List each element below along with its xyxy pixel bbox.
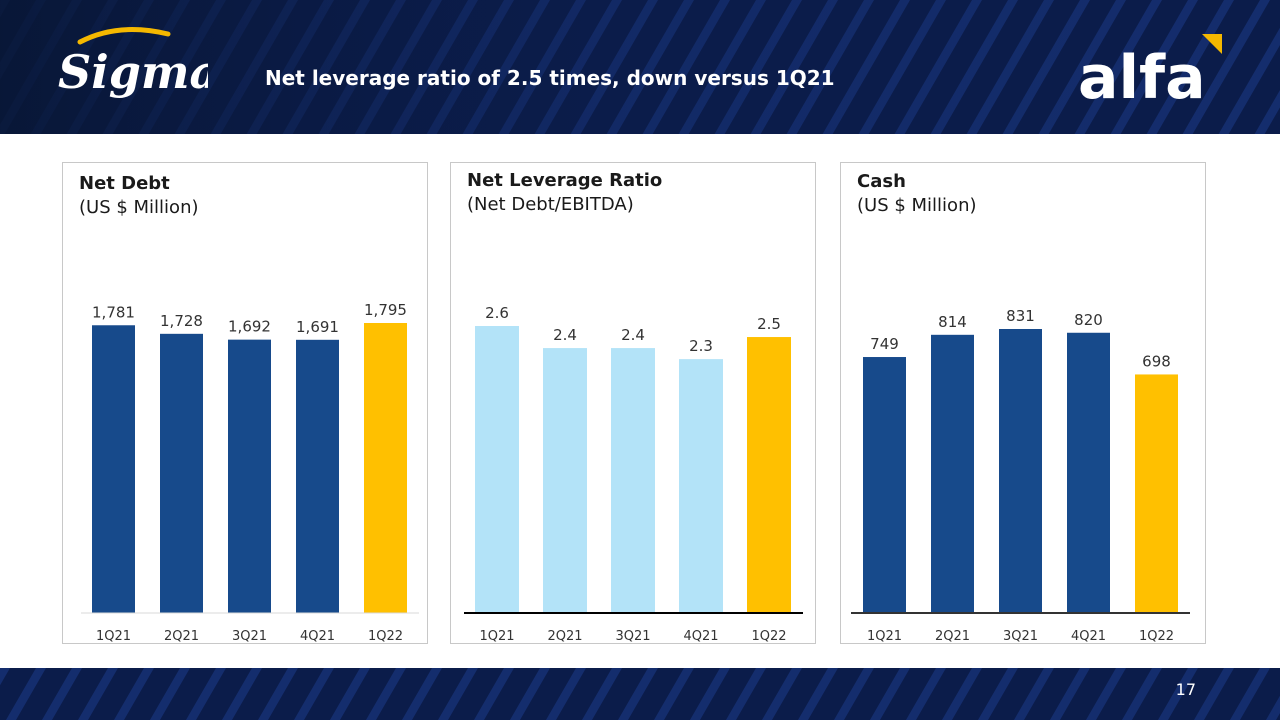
cash-panel: Cash (US $ Million) 749 1Q21 814 2Q21 831 3Q2… — [840, 162, 1206, 644]
cash-data-label-2q21: 814 — [938, 313, 967, 331]
net-leverage-data-label-1q22: 2.5 — [757, 315, 781, 333]
cash-data-label-1q22: 698 — [1142, 352, 1171, 370]
header-banner: Sigma Net leverage ratio of 2.5 times, d… — [0, 0, 1280, 134]
cash-bar-3q21 — [999, 329, 1042, 613]
cash-chart: 749 1Q21 814 2Q21 831 3Q21 820 4Q21 698 1Q22 — [851, 307, 1190, 644]
net-debt-bar-3q21 — [228, 339, 271, 613]
net-leverage-data-label-3q21: 2.4 — [621, 326, 645, 344]
sigma-logo: Sigma — [58, 27, 208, 99]
net-debt-data-label-1q22: 1,795 — [364, 301, 407, 319]
net-leverage-data-label-1q21: 2.6 — [485, 304, 509, 322]
net-leverage-data-label-2q21: 2.4 — [553, 326, 577, 344]
cash-title: Cash — [857, 171, 906, 192]
net-debt-chart: 1,781 1Q21 1,728 2Q21 1,692 3Q21 1,691 4Q21 1,79… — [81, 301, 419, 644]
net-leverage-panel: Net Leverage Ratio (Net Debt/EBITDA) 2.6… — [450, 162, 816, 644]
net-debt-bar-1q21 — [92, 325, 135, 613]
cash-bar-1q21 — [863, 357, 906, 613]
net-leverage-tick-label-2q21: 2Q21 — [547, 629, 582, 644]
cash-subtitle: (US $ Million) — [857, 195, 977, 216]
cash-tick-label-4q21: 4Q21 — [1071, 629, 1106, 644]
cash-tick-label-1q22: 1Q22 — [1139, 629, 1174, 644]
net-debt-bar-2q21 — [160, 333, 203, 613]
page-title: Net leverage ratio of 2.5 times, down ve… — [265, 66, 835, 90]
net-debt-data-label-4q21: 1,691 — [296, 318, 339, 336]
cash-bar-2q21 — [931, 334, 974, 613]
svg-text:Sigma: Sigma — [58, 45, 208, 99]
net-leverage-tick-label-1q22: 1Q22 — [751, 629, 786, 644]
net-debt-tick-label-2q21: 2Q21 — [164, 629, 199, 644]
cash-bar-4q21 — [1067, 332, 1110, 613]
net-debt-tick-label-3q21: 3Q21 — [232, 629, 267, 644]
cash-bar-1q22 — [1135, 374, 1178, 613]
cash-data-label-4q21: 820 — [1074, 311, 1103, 329]
net-leverage-chart: 2.6 1Q21 2.4 2Q21 2.4 3Q21 2.3 4Q21 2.5 1Q22 — [464, 304, 803, 644]
footer-banner: 17 — [0, 668, 1280, 720]
net-leverage-bar-4q21 — [679, 359, 723, 613]
net-debt-data-label-1q21: 1,781 — [92, 303, 135, 321]
net-leverage-bar-2q21 — [543, 348, 587, 613]
svg-text:alfa: alfa — [1078, 43, 1206, 108]
page-number: 17 — [1175, 680, 1196, 699]
net-debt-subtitle: (US $ Million) — [79, 197, 199, 218]
cash-tick-label-2q21: 2Q21 — [935, 629, 970, 644]
net-debt-tick-label-4q21: 4Q21 — [300, 629, 335, 644]
net-leverage-title: Net Leverage Ratio — [467, 170, 663, 191]
net-leverage-bar-1q21 — [475, 326, 519, 613]
net-leverage-bar-1q22 — [747, 337, 791, 613]
net-debt-bar-4q21 — [296, 339, 339, 613]
alfa-logo: alfa — [1078, 34, 1222, 108]
net-debt-data-label-2q21: 1,728 — [160, 312, 203, 330]
net-debt-panel: Net Debt (US $ Million) 1,781 1Q21 1,728 2Q… — [62, 162, 428, 644]
net-leverage-data-label-4q21: 2.3 — [689, 337, 713, 355]
header-stripes — [0, 0, 1280, 134]
net-leverage-bar-3q21 — [611, 348, 655, 613]
cash-tick-label-1q21: 1Q21 — [867, 629, 902, 644]
cash-data-label-3q21: 831 — [1006, 307, 1035, 325]
net-debt-bar-1q22 — [364, 323, 407, 613]
net-debt-tick-label-1q21: 1Q21 — [96, 629, 131, 644]
cash-data-label-1q21: 749 — [870, 335, 899, 353]
footer-stripes — [0, 668, 1280, 720]
net-debt-title: Net Debt — [79, 173, 170, 194]
net-debt-tick-label-1q22: 1Q22 — [368, 629, 403, 644]
net-leverage-tick-label-1q21: 1Q21 — [479, 629, 514, 644]
net-debt-data-label-3q21: 1,692 — [228, 318, 271, 336]
net-leverage-tick-label-4q21: 4Q21 — [683, 629, 718, 644]
net-leverage-tick-label-3q21: 3Q21 — [615, 629, 650, 644]
net-leverage-subtitle: (Net Debt/EBITDA) — [467, 194, 634, 215]
cash-tick-label-3q21: 3Q21 — [1003, 629, 1038, 644]
